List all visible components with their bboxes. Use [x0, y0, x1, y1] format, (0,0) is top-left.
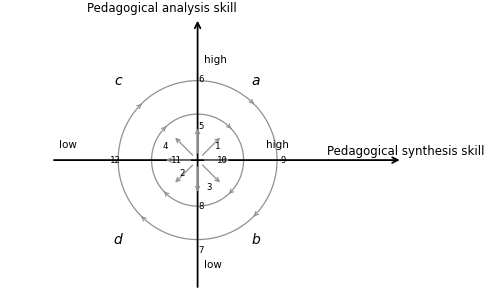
Text: b: b: [252, 233, 260, 247]
Text: 6: 6: [198, 75, 203, 84]
Text: 11: 11: [172, 156, 182, 165]
Text: 1: 1: [215, 142, 220, 151]
Text: 4: 4: [162, 142, 168, 151]
Text: 2: 2: [179, 169, 184, 178]
Text: 3: 3: [206, 183, 212, 192]
Text: high: high: [266, 140, 288, 150]
Text: Pedagogical analysis skill: Pedagogical analysis skill: [87, 2, 237, 15]
Text: c: c: [114, 74, 122, 88]
Text: 5: 5: [198, 122, 203, 131]
Text: a: a: [252, 74, 260, 88]
Text: low: low: [59, 140, 77, 150]
Text: high: high: [204, 55, 227, 65]
Text: 10: 10: [218, 156, 228, 165]
Text: low: low: [204, 260, 222, 270]
Text: 9: 9: [280, 156, 286, 165]
Text: 12: 12: [110, 156, 120, 165]
Text: 7: 7: [198, 245, 203, 255]
Text: 8: 8: [198, 201, 203, 211]
Text: Pedagogical synthesis skill: Pedagogical synthesis skill: [328, 145, 485, 158]
Text: d: d: [114, 233, 122, 247]
